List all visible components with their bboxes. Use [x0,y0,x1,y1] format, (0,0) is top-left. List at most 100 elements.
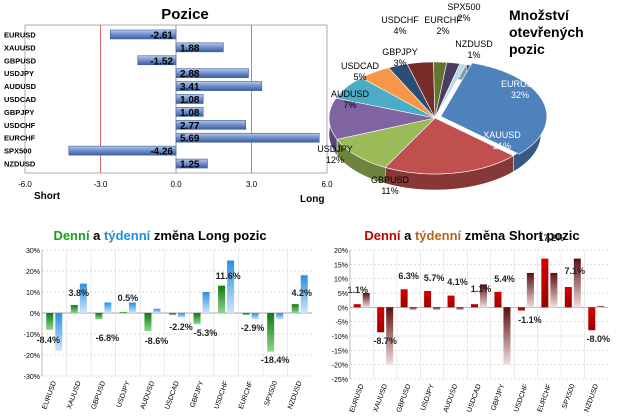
c3-category-label: SPX500 [264,380,279,407]
c4-bar-denn--gbpjpy [494,291,502,308]
c4-data-label: 5.4% [494,274,515,284]
c3-data-label: -5.3% [194,328,218,338]
title-part: a [90,228,104,243]
pozice-data-label: 3.41 [180,82,200,93]
c4-category-label: XAUUSD [373,383,390,413]
pie-value-label: 5% [353,72,366,82]
title-part: týdenní [104,228,151,243]
pie-value-label: 3% [393,58,406,68]
pozice-data-label: -4.26 [150,147,173,158]
c4-data-label: 4.1% [447,277,468,287]
c3-bar-t-denn--usdjpy [128,302,136,313]
c3-bar-denn--audusd [144,313,152,332]
pozice-data-label: 1.08 [180,95,200,106]
c3-bar-denn--spx500 [267,313,275,352]
c4-bar-t-denn--eurchf [550,272,558,308]
pozice-data-label: -2.61 [150,30,173,41]
c3-data-label: -6.8% [96,333,120,343]
c4-tick-label: 15% [334,262,348,269]
c4-category-label: GBPJPY [490,383,506,412]
pie-value-label: 7% [343,100,356,110]
c3-bar-t-denn--spx500 [276,313,284,320]
c4-category-label: SPX500 [561,383,576,410]
c4-bar-t-denn--eurusd [362,293,370,308]
pozice-category-label: AUDUSD [4,82,37,91]
pie-category-label: USDCAD [341,61,380,71]
pie-slice-gbpusd [336,117,436,168]
c3-bar-denn--usdchf [218,285,226,313]
pie-value-label: 2% [436,26,449,36]
title-part: týdenní [415,228,462,243]
c4-bar-t-denn--usdchf [526,272,534,308]
c3-tick-label: 30% [26,248,40,255]
c3-data-label: -2.9% [241,323,265,333]
c4-bar-denn--audusd [447,295,455,308]
pozice-bar-audusd [175,81,263,91]
c3-data-label: 0.5% [118,293,139,303]
c3-category-label: USDCHF [213,380,230,410]
c4-bar-t-denn--gbpusd [409,307,417,311]
c3-tick-label: -30% [24,374,40,381]
c3-bar-t-denn--usdchf [227,260,235,313]
mnozstvi-title-line1: Množství [509,7,570,23]
c3-bar-t-denn--eurusd [55,313,63,351]
c3-bar-denn--usdjpy [119,311,127,313]
pozice-short-label: Short [34,191,61,202]
c3-bar-denn--eurchf [242,313,250,316]
c3-category-label: USDCAD [164,380,181,410]
pie-slice-usdjpy [328,97,436,140]
c3-category-label: GBPUSD [91,380,108,410]
pie-category-label: EURCHF [424,15,462,25]
c3-category-label: USDJPY [116,380,132,409]
pozice-data-label: 5.69 [180,134,200,145]
c4-tick-label: -15% [332,348,348,355]
c4-bar-t-denn--gbpjpy [503,307,511,365]
c4-category-label: USDJPY [420,383,436,412]
c3-bar-denn--gbpjpy [193,313,201,325]
c4-tick-label: -10% [332,334,348,341]
c4-bar-denn--nzdusd [588,307,596,331]
pozice-data-label: 1.25 [180,160,200,171]
c3-tick-label: 0% [30,311,40,318]
c4-data-label: 7.1% [565,266,586,276]
c4-tick-label: 10% [334,277,348,284]
short-change-title: Denní a týdenní změna Short pozic [364,228,579,243]
c3-bar-t-denn--gbpusd [104,302,112,313]
pie-category-label: XAUUSD [483,130,521,140]
pie-category-label: USDCHF [381,15,419,25]
title-part: změna Short pozic [461,228,579,243]
c4-data-label: 5.7% [424,273,445,283]
mnozstvi-title-line3: pozic [509,41,545,57]
pozice-bar-usdcad [175,94,204,104]
c3-bar-denn--eurusd [46,313,54,330]
mnozstvi-title-line2: otevřených [509,24,584,40]
title-part: Denní [364,228,401,243]
c4-bar-t-denn--audusd [456,307,464,311]
c3-data-label: -2.2% [169,322,193,332]
c4-bar-denn--usdjpy [424,290,432,308]
pozice-category-label: USDCAD [4,95,37,104]
pozice-bar-spx500 [68,145,177,156]
c4-tick-label: -20% [332,363,348,370]
pie-category-label: USDJPY [317,144,353,154]
c4-tick-label: -25% [332,377,348,384]
c3-category-label: AUDUSD [140,380,157,410]
pozice-title: Pozice [161,6,209,23]
c3-bar-denn--gbpusd [95,313,103,320]
c3-tick-label: 20% [26,269,40,276]
long-change-chart: Denní a týdenní změna Long pozic -8.4% 3.… [24,228,312,410]
title-part: změna Long pozic [150,228,266,243]
c3-data-label: 4.2% [291,288,312,298]
pie-slice-xauusd [384,117,514,175]
c3-tick-label: -10% [24,332,40,339]
c3-bar-denn--usdcad [169,313,176,316]
pozice-category-label: SPX500 [4,147,32,156]
c4-data-label: 1.1% [471,284,492,294]
c3-tick-label: 10% [26,290,40,297]
c4-bar-denn--gbpusd [400,289,408,308]
c4-tick-label: 5% [338,291,348,298]
pozice-bar-eurchf [175,132,320,143]
pie-category-label: SPX500 [447,2,480,12]
